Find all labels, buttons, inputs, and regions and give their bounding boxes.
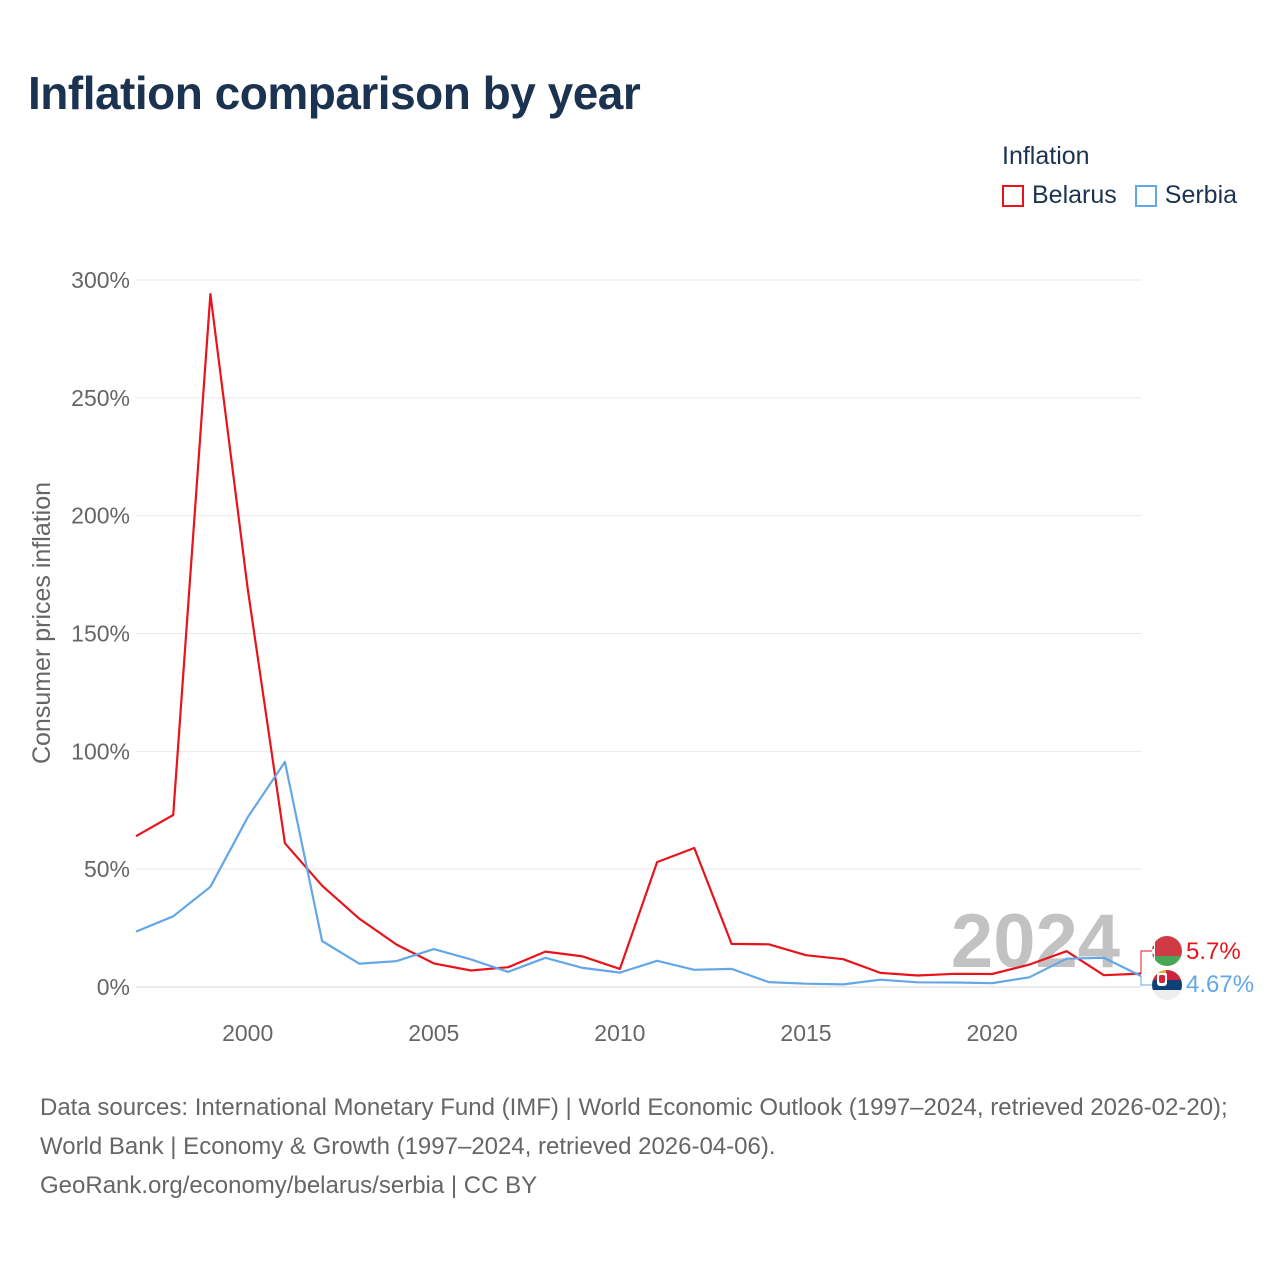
y-axis-ticks: 0% 50% 100% 150% 200% 250% 300% (71, 267, 130, 1000)
y-tick-label: 50% (84, 856, 130, 882)
x-tick-label: 2000 (222, 1020, 273, 1046)
x-tick-label: 2010 (594, 1020, 645, 1046)
y-tick-label: 200% (71, 503, 130, 529)
line-chart: 0%50%100%150%200%250%300% 2000 2005 2010 20… (28, 267, 1254, 1046)
legend-swatch-belarus (1002, 184, 1024, 207)
belarus-end-connector (1140, 950, 1152, 974)
source-attribution: Data sources: International Monetary Fun… (40, 1094, 1228, 1160)
y-tick-label: 150% (71, 621, 130, 647)
serbia-end-connector (1140, 975, 1152, 986)
grid-lines (136, 279, 1141, 988)
x-tick-label: 2020 (967, 1020, 1018, 1046)
y-tick-label: 250% (71, 385, 130, 411)
legend-swatch-serbia (1134, 184, 1157, 207)
y-axis-label: Consumer prices inflation (28, 482, 56, 764)
x-tick-label: 2015 (780, 1020, 831, 1046)
belarus-flag-icon (1152, 936, 1182, 966)
source-note: Data sources: International Monetary Fun… (40, 1088, 1250, 1205)
legend: Inflation Belarus Serbia (1002, 142, 1237, 210)
source-link[interactable]: GeoRank.org/economy/belarus/serbia | CC … (40, 1172, 538, 1199)
legend-item-serbia[interactable]: Serbia (1134, 181, 1238, 210)
legend-title: Inflation (1002, 142, 1090, 170)
legend-label-belarus: Belarus (1032, 181, 1117, 209)
series-line-serbia (135, 760, 1142, 986)
year-watermark: 2024 (951, 899, 1120, 984)
y-tick-label: 100% (71, 738, 130, 764)
x-tick-label: 2005 (408, 1020, 459, 1046)
legend-item-belarus[interactable]: Belarus (1002, 181, 1117, 210)
end-markers: 5.7% 4.67% (1140, 936, 1254, 1000)
y-tick-label: 300% (71, 267, 130, 293)
series-line-belarus (135, 293, 1142, 977)
page-title: Inflation comparison by year (28, 67, 641, 119)
series-lines (135, 293, 1142, 986)
x-axis-ticks: 2000 2005 2010 2015 2020 (222, 1020, 1018, 1046)
serbia-flag-icon (1152, 970, 1182, 1000)
y-tick-label: 0% (97, 974, 130, 1000)
legend-label-serbia: Serbia (1164, 181, 1238, 209)
serbia-end-value: 4.67% (1186, 971, 1254, 998)
belarus-end-value: 5.7% (1186, 938, 1241, 965)
